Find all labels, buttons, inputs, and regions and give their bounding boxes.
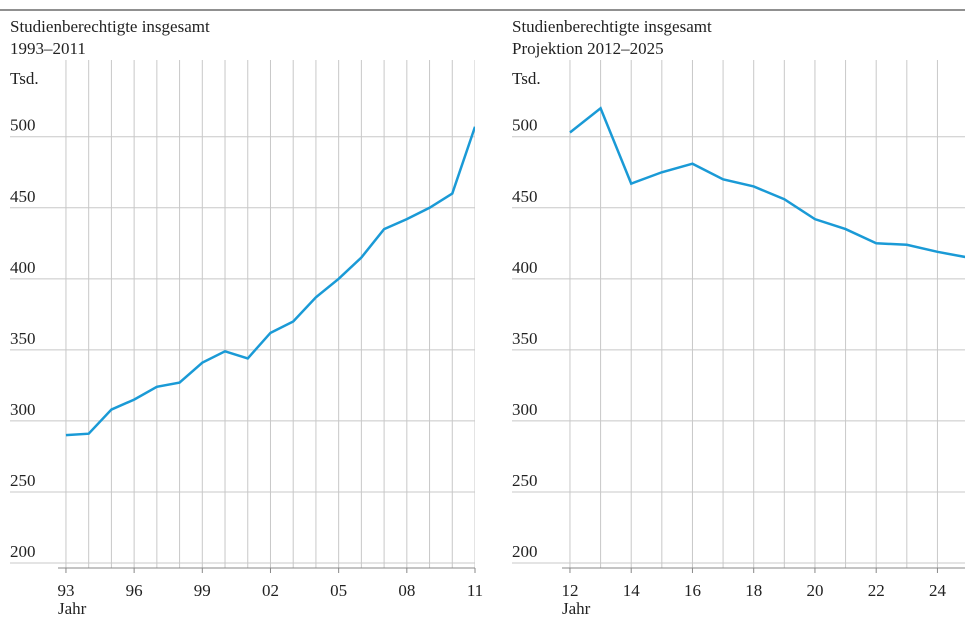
chart-subtitle: Projektion 2012–2025 xyxy=(512,39,664,58)
y-tick-label: 300 xyxy=(512,400,538,419)
y-tick-label: 300 xyxy=(10,400,36,419)
x-tick-label: 96 xyxy=(126,581,143,600)
x-axis-label: Jahr xyxy=(562,599,591,618)
x-tick-label: 14 xyxy=(623,581,641,600)
x-axis-label: Jahr xyxy=(58,599,87,618)
x-tick-label: 22 xyxy=(868,581,885,600)
chart-subtitle: 1993–2011 xyxy=(10,39,86,58)
x-tick-label: 11 xyxy=(467,581,483,600)
x-tick-label: 99 xyxy=(194,581,211,600)
y-tick-label: 500 xyxy=(10,116,36,135)
x-tick-label: 93 xyxy=(57,581,74,600)
y-tick-label: 450 xyxy=(10,187,36,206)
y-tick-label: 350 xyxy=(10,329,36,348)
y-tick-label: 450 xyxy=(512,187,538,206)
y-tick-label: 400 xyxy=(10,258,36,277)
y-tick-label: 350 xyxy=(512,329,538,348)
y-tick-label: 250 xyxy=(10,471,36,490)
x-tick-label: 18 xyxy=(745,581,762,600)
line xyxy=(569,106,965,259)
x-tick-label: 12 xyxy=(561,581,578,600)
y-tick-label: 200 xyxy=(512,542,538,561)
y-tick-label: 250 xyxy=(512,471,538,490)
x-tick-label: 16 xyxy=(684,581,701,600)
x-tick-label: 24 xyxy=(929,581,947,600)
x-tick-label: 02 xyxy=(262,581,279,600)
x-tick-label: 05 xyxy=(330,581,347,600)
y-tick-label: 500 xyxy=(512,116,538,135)
chart-title: Studienberechtigte insgesamt xyxy=(512,17,712,36)
chart-title: Studienberechtigte insgesamt xyxy=(10,17,210,36)
y-unit: Tsd. xyxy=(10,69,39,88)
line xyxy=(65,126,475,437)
y-tick-label: 400 xyxy=(512,258,538,277)
y-unit: Tsd. xyxy=(512,69,541,88)
x-tick-label: 20 xyxy=(806,581,823,600)
x-tick-label: 08 xyxy=(398,581,415,600)
y-tick-label: 200 xyxy=(10,542,36,561)
